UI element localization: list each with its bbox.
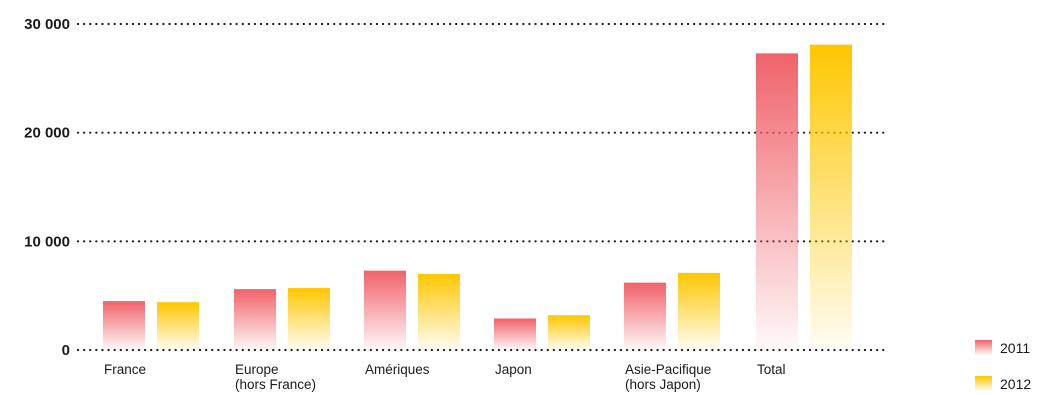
- bar-2011: [756, 53, 798, 351]
- x-tick-label: Asie-Pacifique: [625, 362, 711, 377]
- x-tick-label: Japon: [495, 362, 532, 377]
- x-tick-label: Europe: [235, 362, 279, 377]
- x-tick-label: (hors France): [235, 377, 316, 392]
- x-tick-label: Total: [757, 362, 786, 377]
- bar-2011: [234, 289, 276, 350]
- y-tick-label: 20 000: [24, 125, 70, 142]
- bar-2012: [418, 273, 460, 350]
- legend-label: 2012: [1000, 376, 1031, 392]
- bar-2012: [288, 288, 330, 350]
- bar-2012: [157, 302, 199, 350]
- y-tick-label: 10 000: [24, 233, 70, 250]
- x-tick-label: France: [104, 362, 146, 377]
- bar-2011: [364, 270, 406, 350]
- legend-label: 2011: [1000, 340, 1030, 356]
- x-tick-label: (hors Japon): [625, 377, 701, 392]
- bar-2011: [494, 318, 536, 350]
- legend-swatch-2012: [975, 376, 992, 391]
- bar-2011: [103, 301, 145, 350]
- bar-2011: [624, 282, 666, 350]
- y-tick-label: 0: [62, 342, 70, 359]
- bar-2012: [810, 44, 852, 350]
- x-tick-label: Amériques: [365, 362, 430, 377]
- legend-swatch-2011: [975, 340, 992, 355]
- y-tick-label: 30 000: [24, 16, 70, 33]
- bar-2012: [548, 315, 590, 350]
- bar-2012: [678, 272, 720, 350]
